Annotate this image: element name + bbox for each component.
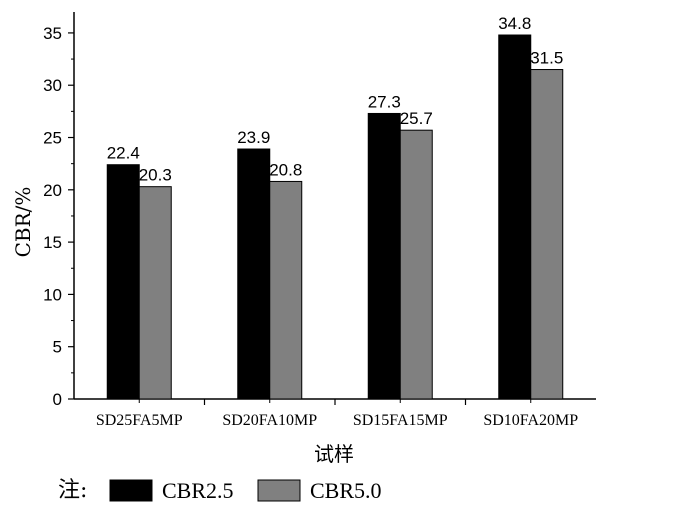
bar	[138, 186, 172, 400]
bar	[530, 69, 564, 400]
data-label: 20.3	[139, 166, 172, 185]
y-tick-label: 5	[53, 338, 62, 357]
data-label: 23.9	[237, 128, 270, 147]
y-tick-label: 15	[43, 233, 62, 252]
data-label: 27.3	[368, 92, 401, 111]
y-tick-label: 0	[53, 390, 62, 409]
data-label: 20.8	[269, 160, 302, 179]
data-label: 31.5	[530, 49, 563, 68]
data-label: 34.8	[498, 14, 531, 33]
legend-note: 注:	[58, 478, 87, 503]
x-category-label: SD10FA20MP	[483, 412, 578, 429]
y-tick-label: 35	[43, 24, 62, 43]
data-label: 25.7	[400, 109, 433, 128]
x-category-label: SD15FA15MP	[353, 412, 448, 429]
legend: 注: CBR2.5 CBR5.0	[58, 478, 382, 503]
y-axis-title: CBR/%	[11, 187, 35, 258]
plot-area: 0 5 10 15 20 25 30 35 SD25FA5MP 22.4 20.3 SD20FA10M…	[43, 12, 596, 429]
data-label: 22.4	[107, 144, 140, 163]
legend-swatch	[109, 479, 153, 502]
y-tick-label: 25	[43, 129, 62, 148]
bar	[237, 148, 271, 400]
legend-label: CBR2.5	[162, 478, 234, 503]
y-tick-label: 30	[43, 76, 62, 95]
x-category-label: SD20FA10MP	[222, 412, 317, 429]
legend-swatch	[257, 479, 301, 502]
y-tick-label: 20	[43, 181, 62, 200]
x-axis-title: 试样	[314, 442, 354, 466]
x-category-label: SD25FA5MP	[96, 412, 183, 429]
legend-label: CBR5.0	[310, 478, 382, 503]
bar	[269, 180, 303, 400]
y-tick-label: 10	[43, 285, 62, 304]
bar	[367, 112, 401, 400]
bar	[498, 34, 532, 400]
bar	[399, 129, 433, 400]
bar	[106, 164, 140, 400]
